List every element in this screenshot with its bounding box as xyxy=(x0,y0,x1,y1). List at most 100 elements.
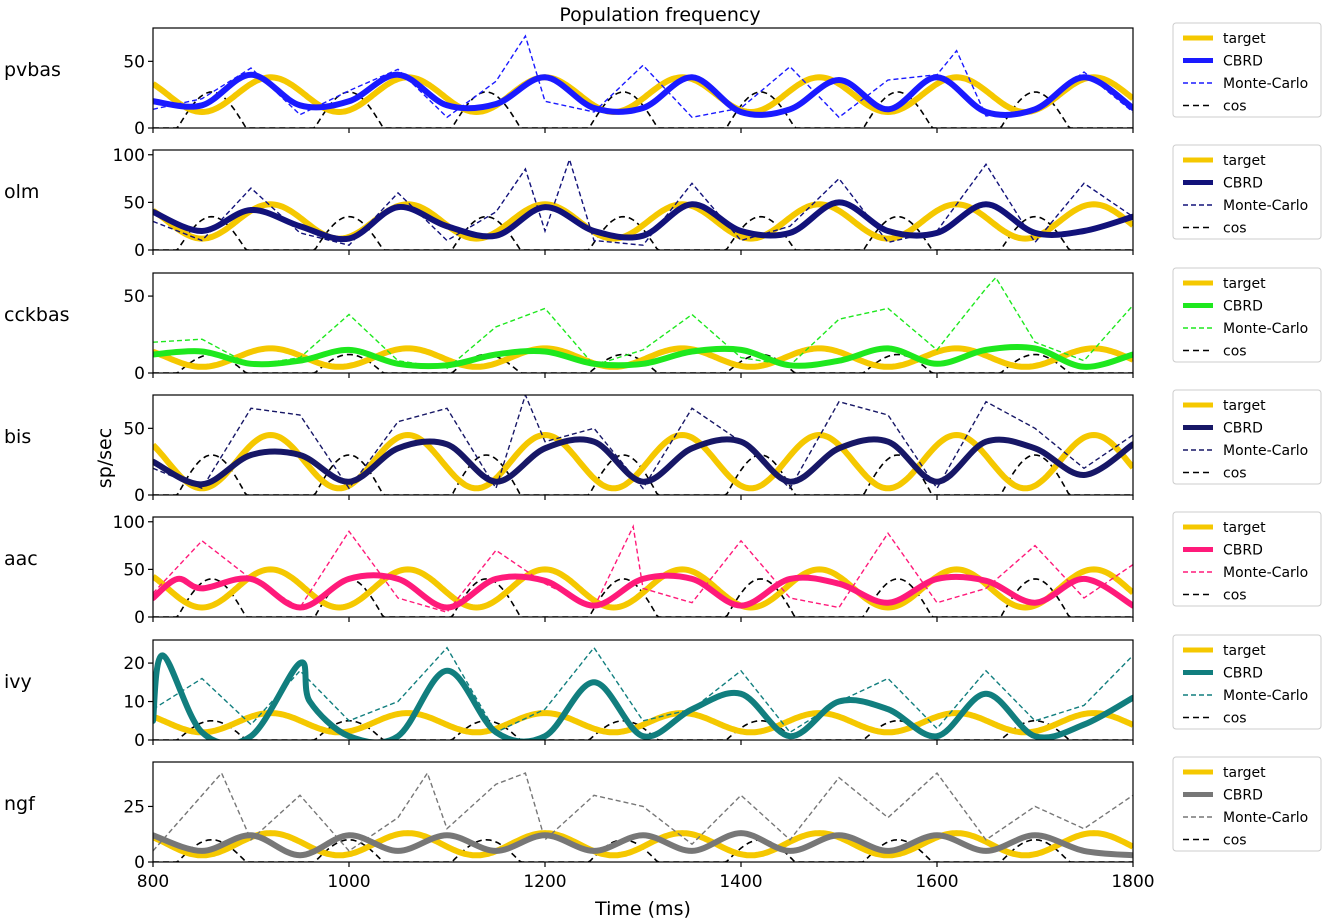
population-label: bis xyxy=(4,426,31,448)
population-label: ngf xyxy=(4,793,36,815)
y-tick-label: 0 xyxy=(134,731,145,751)
series-monte-carlo xyxy=(153,524,1133,614)
legend-box xyxy=(1172,756,1322,852)
plot-area xyxy=(153,646,1133,740)
x-tick-label: 1600 xyxy=(915,872,958,892)
legend: target CBRD Monte-Carlo cos xyxy=(1172,511,1322,607)
legend-entry: cos xyxy=(1223,221,1247,237)
legend-entry: target xyxy=(1223,398,1266,414)
axes-frame xyxy=(152,272,1134,374)
series-target xyxy=(153,431,1133,492)
plot-area xyxy=(153,157,1133,250)
y-tick-label: 10 xyxy=(123,693,145,713)
legend-entry: Monte-Carlo xyxy=(1223,76,1308,92)
legend-entry: cos xyxy=(1223,588,1247,604)
y-tick-label: 100 xyxy=(113,146,145,166)
series-cbrd xyxy=(153,343,1133,370)
panels: 050pvbastargetCBRDMonte-Carlocos050100ol… xyxy=(4,22,1322,892)
legend-entry: CBRD xyxy=(1223,666,1263,682)
series-cbrd xyxy=(153,199,1133,243)
legend-box xyxy=(1172,22,1322,118)
legend-entry: Monte-Carlo xyxy=(1223,688,1308,704)
legend-entry: target xyxy=(1223,520,1266,536)
series-cbrd xyxy=(153,652,1133,740)
axes-frame xyxy=(152,27,1134,129)
legend-entry: cos xyxy=(1223,711,1247,727)
legend-box xyxy=(1172,511,1322,607)
y-tick-label: 0 xyxy=(134,241,145,261)
legend-box xyxy=(1172,634,1322,730)
legend-box xyxy=(1172,144,1322,240)
y-tick-label: 50 xyxy=(123,560,145,580)
legend-entry: cos xyxy=(1223,344,1247,360)
series-monte-carlo xyxy=(153,157,1133,246)
legend-entry: target xyxy=(1223,643,1266,659)
legend-entry: target xyxy=(1223,153,1266,169)
legend: target CBRD Monte-Carlo cos xyxy=(1172,267,1322,363)
plot-area xyxy=(153,524,1133,617)
legend-entry: cos xyxy=(1223,466,1247,482)
chart-title: Population frequency xyxy=(559,4,760,26)
panel-cckbas: 0 50 cckbas target CBRD Monte-Carlo cos xyxy=(4,267,1322,384)
series-cbrd xyxy=(153,436,1133,488)
legend: target CBRD Monte-Carlo cos xyxy=(1172,144,1322,240)
legend-entry: target xyxy=(1223,31,1266,47)
series-target xyxy=(153,710,1133,736)
y-tick-label: 50 xyxy=(123,193,145,213)
legend-box xyxy=(1172,267,1322,363)
series-monte-carlo xyxy=(153,276,1133,370)
series-target xyxy=(153,345,1133,370)
axes-frame xyxy=(152,394,1134,496)
plot-area xyxy=(153,395,1133,495)
legend-entry: Monte-Carlo xyxy=(1223,810,1308,826)
legend: target CBRD Monte-Carlo cos xyxy=(1172,22,1322,118)
series-cos xyxy=(153,353,1133,373)
population-label: ivy xyxy=(4,671,32,693)
population-label: pvbas xyxy=(4,59,61,81)
legend-entry: cos xyxy=(1223,833,1247,849)
series-monte-carlo xyxy=(153,395,1133,490)
legend-entry: CBRD xyxy=(1223,54,1263,70)
plot-area xyxy=(153,771,1133,862)
y-tick-label: 50 xyxy=(123,52,145,72)
legend-entry: CBRD xyxy=(1223,421,1263,437)
y-tick-label: 0 xyxy=(134,119,145,139)
x-tick-label: 1000 xyxy=(327,872,370,892)
panel-olm: 0 50 100 olm target CBRD Monte-Carlo cos xyxy=(4,144,1322,261)
legend-entry: cos xyxy=(1223,99,1247,115)
plot-area xyxy=(153,34,1133,128)
y-tick-label: 20 xyxy=(123,654,145,674)
axes-frame xyxy=(152,516,1134,618)
legend-entry: target xyxy=(1223,765,1266,781)
legend-entry: CBRD xyxy=(1223,299,1263,315)
plot-area xyxy=(153,276,1133,373)
panel-bis: 0 50 bis target CBRD Monte-Carlo cos xyxy=(4,389,1322,506)
legend-entry: CBRD xyxy=(1223,176,1263,192)
panel-aac: 0 50 100 aac target CBRD Monte-Carlo cos xyxy=(4,511,1322,628)
series-cbrd xyxy=(153,71,1133,119)
x-tick-label: 1800 xyxy=(1111,872,1154,892)
legend-entry: Monte-Carlo xyxy=(1223,321,1308,337)
legend-entry: Monte-Carlo xyxy=(1223,198,1308,214)
x-tick-label: 800 xyxy=(137,872,169,892)
population-label: aac xyxy=(4,548,38,570)
panel-pvbas: 0 50 pvbas target CBRD Monte-Carlo cos xyxy=(4,22,1322,139)
legend-entry: CBRD xyxy=(1223,788,1263,804)
y-axis-label: sp/sec xyxy=(94,428,116,488)
panel-ivy: 0 10 20 ivy target CBRD Monte-Carlo cos xyxy=(4,634,1322,751)
axes-frame xyxy=(152,639,1134,741)
series-monte-carlo xyxy=(153,34,1133,119)
y-tick-label: 50 xyxy=(123,287,145,307)
series-cos xyxy=(153,215,1133,250)
legend: target CBRD Monte-Carlo cos xyxy=(1172,389,1322,485)
legend: target CBRD Monte-Carlo cos xyxy=(1172,756,1322,852)
y-tick-label: 25 xyxy=(123,797,145,817)
y-tick-label: 0 xyxy=(134,608,145,628)
series-cbrd xyxy=(153,572,1133,611)
population-label: olm xyxy=(4,181,39,203)
axes-frame xyxy=(152,761,1134,863)
y-tick-label: 50 xyxy=(123,419,145,439)
legend-box xyxy=(1172,389,1322,485)
panel-ngf: 0 25 800 1000 1200 1400 1600 1800 ngf target CBRD M… xyxy=(4,756,1322,892)
